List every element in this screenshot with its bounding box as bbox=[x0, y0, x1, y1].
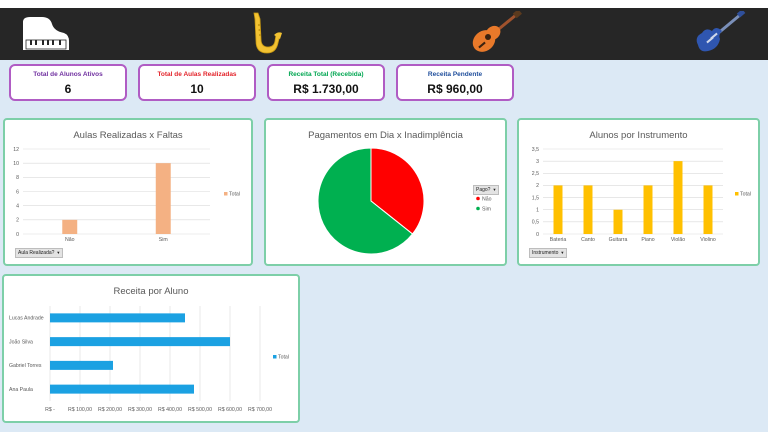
legend-swatch bbox=[476, 206, 480, 211]
chart-title: Alunos por Instrumento bbox=[589, 130, 688, 141]
bar bbox=[50, 313, 185, 323]
filter-button-instrumento[interactable]: Instrumento ▼ bbox=[529, 248, 568, 258]
filter-label: Aula Realizada? bbox=[18, 250, 55, 256]
dropdown-arrow-icon: ▼ bbox=[492, 187, 497, 192]
chart-title: Pagamentos em Dia x Inadimplência bbox=[308, 130, 463, 141]
kpi-value: R$ 960,00 bbox=[427, 82, 483, 96]
legend-label: Total bbox=[229, 192, 240, 198]
legend-label: Total bbox=[740, 192, 751, 198]
x-tick-label: Violino bbox=[700, 237, 716, 243]
pagamentos-chart: Não Sim bbox=[317, 147, 492, 255]
legend-swatch bbox=[735, 192, 739, 196]
x-tick-label: Canto bbox=[581, 237, 595, 243]
y-tick-label: 2,5 bbox=[532, 171, 539, 177]
y-tick-label: Gabriel Torres bbox=[9, 363, 42, 369]
kpi-label: Total de Alunos Ativos bbox=[33, 71, 103, 78]
chart-panel-instrumentos: Alunos por Instrumento 0 0,5 1 1,5 2 2,5 3 3,5 B… bbox=[517, 118, 760, 266]
legend-swatch bbox=[476, 196, 480, 201]
chart-panel-aulas: Aulas Realizadas x Faltas 0 2 4 6 8 10 12 Não Si… bbox=[3, 118, 253, 266]
bar bbox=[643, 185, 653, 234]
bar bbox=[50, 337, 230, 347]
x-tick-label: Guitarra bbox=[609, 237, 628, 243]
kpi-card-total-aulas: Total de Aulas Realizadas 10 bbox=[138, 64, 256, 101]
kpi-label: Receita Total (Recebida) bbox=[288, 71, 364, 78]
kpi-card-receita-pendente: Receita Pendente R$ 960,00 bbox=[396, 64, 514, 101]
y-tick-label: Lucas Andrade bbox=[9, 316, 44, 322]
x-tick-label: R$ 300,00 bbox=[128, 407, 152, 413]
saxophone-icon bbox=[253, 12, 282, 54]
header-bar bbox=[0, 8, 768, 60]
dropdown-arrow-icon: ▼ bbox=[56, 250, 61, 255]
x-tick-label: R$ 500,00 bbox=[188, 407, 212, 413]
legend-label: Sim bbox=[482, 206, 491, 212]
y-tick-label: João Silva bbox=[9, 339, 33, 345]
filter-button-aula-realizada[interactable]: Aula Realizada? ▼ bbox=[15, 248, 64, 258]
legend-swatch bbox=[273, 355, 277, 359]
chart-panel-receita: Receita por Aluno R$ - R$ 100,00 R$ 200,00… bbox=[2, 274, 300, 423]
x-tick-label: R$ 100,00 bbox=[68, 407, 92, 413]
x-tick-label: R$ 400,00 bbox=[158, 407, 182, 413]
filter-button-pago[interactable]: Pago? ▼ bbox=[473, 185, 500, 195]
acoustic-guitar-icon bbox=[472, 11, 522, 52]
bar bbox=[613, 209, 623, 234]
x-tick-label: R$ 200,00 bbox=[98, 407, 122, 413]
y-tick-label: 0 bbox=[16, 232, 19, 238]
y-tick-label: 3,5 bbox=[532, 147, 539, 153]
chart-panel-pagamentos: Pagamentos em Dia x Inadimplência Não Sim… bbox=[264, 118, 507, 266]
filter-label: Pago? bbox=[476, 187, 491, 193]
y-tick-label: 1 bbox=[536, 208, 539, 214]
y-tick-label: 10 bbox=[13, 161, 19, 167]
y-tick-label: 2 bbox=[16, 218, 19, 224]
electric-guitar-icon bbox=[696, 11, 746, 52]
filter-label: Instrumento bbox=[532, 250, 559, 256]
dropdown-arrow-icon: ▼ bbox=[560, 250, 565, 255]
kpi-label: Total de Aulas Realizadas bbox=[157, 71, 237, 78]
kpi-value: R$ 1.730,00 bbox=[293, 82, 359, 96]
y-tick-label: 3 bbox=[536, 159, 539, 165]
kpi-label: Receita Pendente bbox=[427, 71, 483, 78]
x-tick-label: Não bbox=[65, 237, 75, 243]
y-tick-label: 6 bbox=[16, 189, 19, 195]
bar bbox=[553, 185, 563, 234]
y-tick-label: 1,5 bbox=[532, 195, 539, 201]
kpi-card-receita-total: Receita Total (Recebida) R$ 1.730,00 bbox=[267, 64, 385, 101]
x-tick-label: Piano bbox=[641, 237, 654, 243]
x-tick-label: R$ 700,00 bbox=[248, 407, 272, 413]
aulas-chart: 0 2 4 6 8 10 12 Não Sim Total bbox=[13, 147, 240, 243]
legend-label: Total bbox=[278, 355, 289, 361]
bar bbox=[673, 161, 683, 234]
kpi-value: 10 bbox=[190, 82, 204, 96]
y-tick-label: 4 bbox=[16, 203, 19, 209]
y-tick-label: 8 bbox=[16, 175, 19, 181]
chart-title: Aulas Realizadas x Faltas bbox=[73, 130, 183, 141]
bar bbox=[703, 185, 713, 234]
receita-chart: R$ - R$ 100,00 R$ 200,00 R$ 300,00 R$ 400,00… bbox=[9, 306, 289, 413]
x-tick-label: Violão bbox=[671, 237, 685, 243]
y-tick-label: 0 bbox=[536, 232, 539, 238]
y-tick-label: 0,5 bbox=[532, 220, 539, 226]
kpi-card-total-alunos: Total de Alunos Ativos 6 bbox=[9, 64, 127, 101]
bar bbox=[62, 219, 78, 234]
y-tick-label: 2 bbox=[536, 183, 539, 189]
x-tick-label: R$ 600,00 bbox=[218, 407, 242, 413]
bar bbox=[583, 185, 593, 234]
x-tick-label: Bateria bbox=[550, 237, 567, 243]
y-tick-label: 12 bbox=[13, 147, 19, 153]
pie-slice bbox=[370, 147, 425, 235]
legend-swatch bbox=[224, 192, 228, 196]
instrumentos-chart: 0 0,5 1 1,5 2 2,5 3 3,5 Bateria Canto Guitarra Pian… bbox=[532, 147, 751, 243]
x-tick-label: Sim bbox=[159, 237, 168, 243]
kpi-value: 6 bbox=[64, 82, 72, 96]
pie-slice bbox=[317, 147, 414, 255]
y-tick-label: Ana Paula bbox=[9, 387, 33, 393]
piano-icon bbox=[23, 17, 69, 50]
legend-label: Não bbox=[482, 196, 492, 202]
bar bbox=[50, 360, 113, 370]
bar bbox=[155, 163, 171, 234]
chart-title: Receita por Aluno bbox=[113, 286, 189, 297]
top-strip bbox=[0, 0, 768, 8]
bar bbox=[50, 384, 194, 394]
x-tick-label: R$ - bbox=[45, 407, 55, 413]
